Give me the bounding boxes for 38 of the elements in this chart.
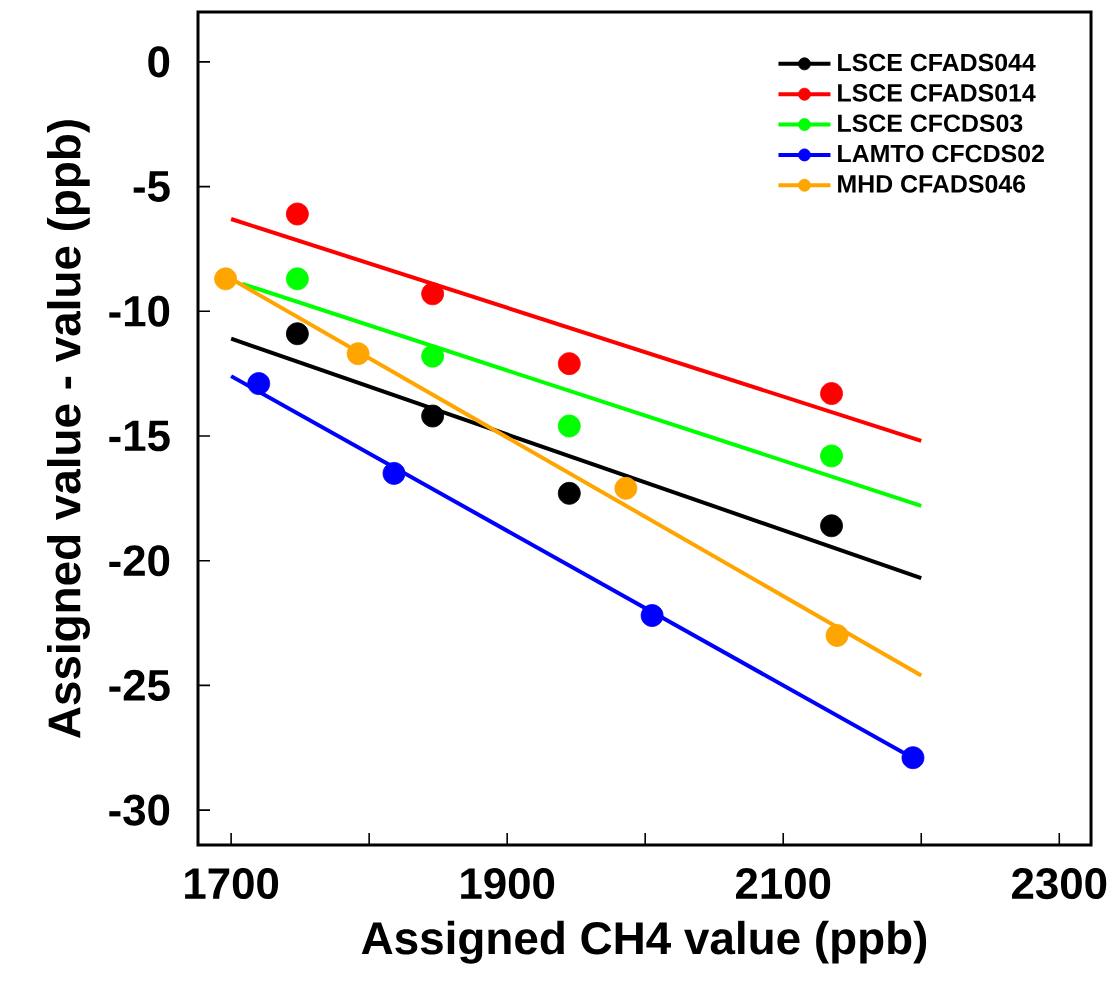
y-tick-label: -30	[109, 794, 170, 826]
point	[557, 414, 581, 438]
x-tick-label: 1700	[185, 868, 279, 900]
y-tick-label: -10	[109, 295, 170, 327]
point	[346, 342, 370, 366]
point	[557, 352, 581, 376]
point	[820, 444, 843, 468]
point	[825, 624, 849, 647]
legend-label: LAMTO CFCDS02	[838, 144, 1044, 163]
x-tick-label: 2100	[736, 868, 831, 900]
y-tick-label: -5	[133, 171, 170, 202]
legend-label: MHD CFADS046	[838, 175, 1026, 193]
y-tick-label: -25	[109, 669, 170, 701]
point	[820, 382, 843, 405]
legend-label: LSCE CFADS044	[838, 53, 1036, 72]
x-tick-label: 1900	[461, 868, 555, 900]
y-axis-title: Assigned value - value (ppb)	[46, 120, 90, 739]
legend-label: LSCE CFADS014	[838, 84, 1036, 102]
x-tick-label: 2300	[1012, 868, 1107, 900]
point	[901, 746, 925, 770]
point	[557, 481, 581, 505]
point	[421, 404, 445, 428]
point	[820, 514, 843, 538]
point	[421, 282, 445, 306]
point	[247, 372, 271, 395]
point	[421, 344, 445, 368]
point	[640, 604, 664, 627]
point	[614, 476, 638, 500]
x-axis-title: Assigned CH4 value (ppb)	[361, 920, 927, 964]
legend-label: LSCE CFCDS03	[838, 114, 1023, 133]
y-tick-label: -15	[109, 420, 170, 452]
point	[214, 267, 237, 291]
point	[382, 461, 406, 485]
point	[285, 322, 309, 346]
y-tick-label: 0	[148, 46, 170, 78]
point	[285, 202, 309, 226]
y-tick-label: -20	[109, 545, 170, 577]
point	[285, 267, 309, 291]
